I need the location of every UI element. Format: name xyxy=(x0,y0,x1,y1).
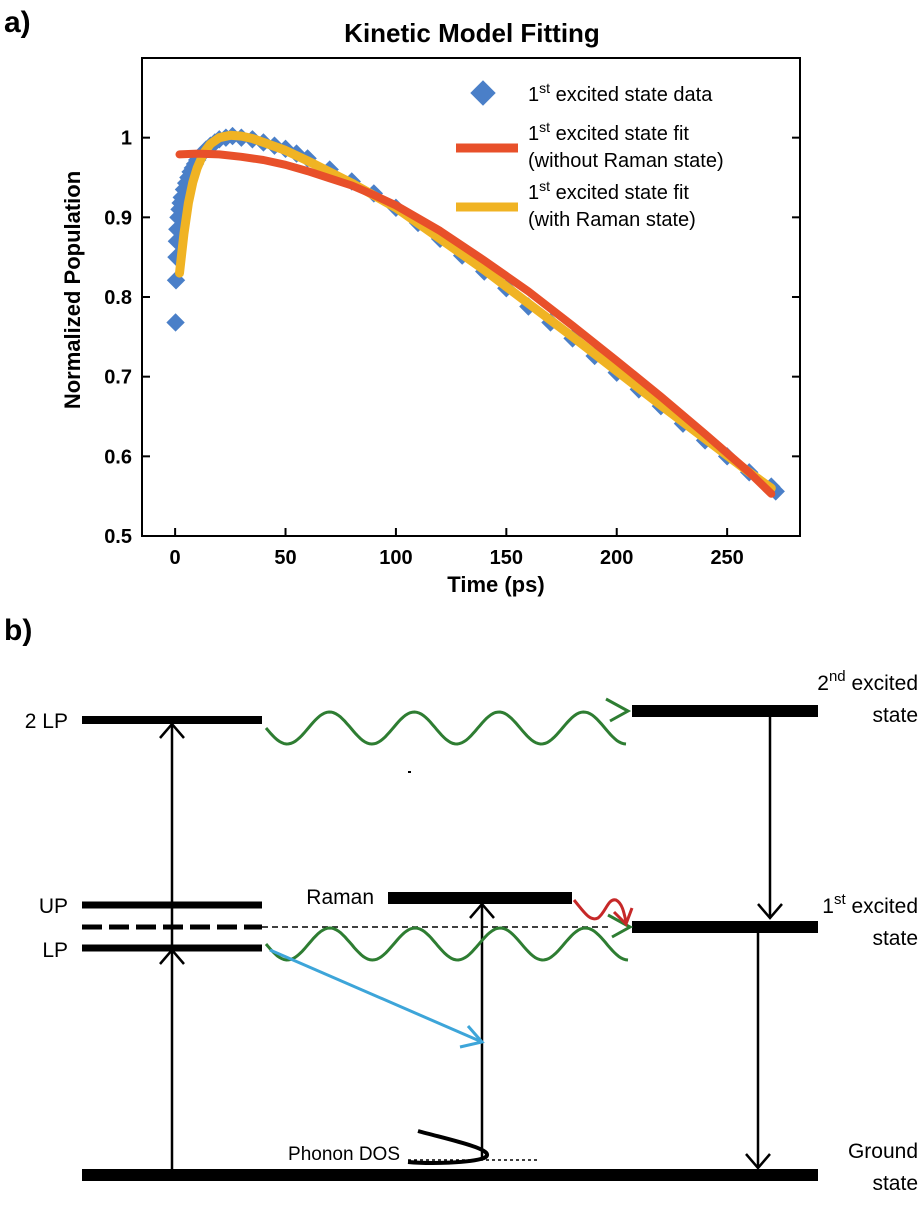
label-raman: Raman xyxy=(306,886,374,909)
legend-marker-data xyxy=(470,80,496,106)
y-axis: 0.5 0.6 0.7 0.8 0.9 1 xyxy=(104,128,800,548)
label-2lp: 2 LP xyxy=(25,710,68,733)
legend-data-sup: st xyxy=(539,80,550,96)
excitation-arrows xyxy=(159,717,783,1172)
arrow-head-raman xyxy=(469,902,495,919)
label-phonon-dos: Phonon DOS xyxy=(288,1144,400,1165)
x-axis: 0 50 100 150 200 250 xyxy=(170,528,744,569)
label-up: UP xyxy=(39,895,68,918)
legend-without-sup: st xyxy=(539,119,550,135)
wave-bottom-arrowhead xyxy=(607,913,634,939)
y-tick-label: 0.7 xyxy=(104,367,132,389)
series-layer xyxy=(166,126,785,501)
label-ground-line1: Ground xyxy=(848,1140,918,1163)
legend-entry-with-raman: 1st excited state fit xyxy=(528,178,689,204)
fit-without-raman-line xyxy=(175,149,776,498)
first-excited-main: 1 xyxy=(822,895,834,918)
x-axis-label: Time (ps) xyxy=(447,572,544,597)
fit-with-raman-line xyxy=(175,130,776,493)
wave-2lp-to-second-excited xyxy=(264,710,627,746)
x-tick-label: 200 xyxy=(600,547,633,569)
first-excited-rest: excited xyxy=(846,895,918,918)
panel-b-label: b) xyxy=(4,614,32,647)
x-tick-label: 100 xyxy=(379,547,412,569)
second-excited-sup: nd xyxy=(829,668,846,685)
second-excited-rest: excited xyxy=(846,672,918,695)
transfer-arrows xyxy=(264,697,634,1049)
legend-entry-data: 1st excited state data xyxy=(528,80,713,106)
raman-wave-arrowhead xyxy=(612,907,634,927)
wave-lp-to-first-excited xyxy=(264,926,629,962)
second-excited-main: 2 xyxy=(817,672,829,695)
y-tick-label: 0.6 xyxy=(104,446,132,468)
label-lp: LP xyxy=(42,939,68,962)
panel-a-label: a) xyxy=(4,6,31,39)
wave-top-arrowhead xyxy=(605,697,632,723)
legend-with-sup: st xyxy=(539,178,550,194)
legend-data-rest: excited state data xyxy=(550,84,713,106)
data-point xyxy=(166,313,185,332)
legend-without-line2: (without Raman state) xyxy=(528,150,724,172)
legend-without-rest: excited state fit xyxy=(550,123,689,145)
arrow-head-2lp xyxy=(159,722,185,739)
legend-without-main: 1 xyxy=(528,123,539,145)
label-second-excited-line2: state xyxy=(872,704,918,727)
relaxation-arrow xyxy=(269,948,483,1044)
y-tick-label: 1 xyxy=(121,128,132,150)
legend-with-main: 1 xyxy=(528,182,539,204)
y-tick-label: 0.5 xyxy=(104,526,132,548)
relaxation-arrowhead xyxy=(459,1025,485,1049)
x-tick-label: 150 xyxy=(490,547,523,569)
legend-with-line2: (with Raman state) xyxy=(528,209,696,231)
legend-entry-without-raman: 1st excited state fit xyxy=(528,119,689,145)
x-tick-label: 50 xyxy=(274,547,296,569)
plot-area: 0 50 100 150 200 250 0.5 0.6 0.7 0.8 0.9 1 xyxy=(104,57,801,569)
raman-to-first-wave xyxy=(572,898,628,923)
legend-with-rest: excited state fit xyxy=(550,182,689,204)
y-tick-label: 0.8 xyxy=(104,287,132,309)
y-tick-label: 0.9 xyxy=(104,207,132,229)
first-excited-sup: st xyxy=(834,891,847,908)
y-axis-label: Normalized Population xyxy=(60,171,85,409)
label-second-excited: 2nd excited xyxy=(817,668,918,695)
arrow-head-first xyxy=(757,903,783,920)
arrow-head-ground xyxy=(745,1153,771,1170)
legend-data-main: 1 xyxy=(528,84,539,106)
legend: 1st excited state data 1st excited state… xyxy=(456,80,724,231)
arrow-head-lp xyxy=(159,948,185,965)
label-ground-line2: state xyxy=(872,1172,918,1195)
phonon-dos-curve xyxy=(407,1129,489,1165)
chart-title: Kinetic Model Fitting xyxy=(344,18,600,48)
label-first-excited: 1st excited xyxy=(822,891,918,918)
x-tick-label: 0 xyxy=(170,547,181,569)
label-first-excited-line2: state xyxy=(872,927,918,950)
data-markers xyxy=(166,126,785,501)
energy-diagram xyxy=(82,705,818,1181)
x-tick-label: 250 xyxy=(710,547,743,569)
